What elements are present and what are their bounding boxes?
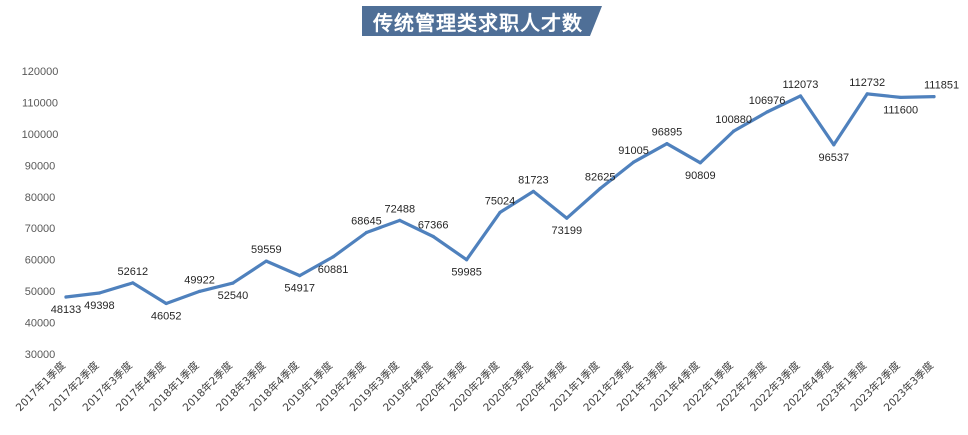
data-point [698,161,702,165]
data-label: 106976 [749,95,786,107]
data-label: 59559 [251,244,282,256]
y-tick-label: 30000 [25,349,56,361]
data-label: 46052 [151,311,182,323]
y-tick-label: 100000 [22,129,59,141]
data-label: 49398 [84,300,115,312]
data-point [465,258,469,262]
y-tick-label: 50000 [25,286,56,298]
data-point [598,186,602,191]
y-tick-label: 110000 [22,97,58,109]
data-point [231,281,235,285]
data-label: 82625 [585,172,616,184]
data-point [498,210,502,215]
data-point [899,95,903,100]
data-point [665,142,669,146]
data-point [531,189,535,193]
data-label: 96895 [652,127,683,139]
data-label: 48133 [51,304,82,316]
y-tick-label: 80000 [25,192,56,204]
data-point [197,289,202,293]
data-label: 111600 [883,104,918,116]
data-label: 96537 [819,152,850,164]
data-point [298,274,302,278]
data-label: 54917 [284,283,315,295]
data-label: 112732 [849,77,885,89]
chart-title: 传统管理类求职人才数 [373,10,583,35]
data-label: 75024 [485,195,516,207]
data-point [64,295,68,299]
chart-title-banner: 传统管理类求职人才数 [362,6,602,36]
data-point [364,230,369,235]
y-tick-label: 90000 [25,160,56,172]
data-point [131,281,135,285]
data-label: 67366 [418,220,449,232]
data-point [765,110,769,114]
data-label: 73199 [551,225,582,237]
data-point [264,259,268,263]
data-point [164,301,168,306]
data-point [431,234,435,239]
data-label: 59985 [451,267,482,279]
data-label: 90809 [685,170,716,182]
data-point [565,216,569,220]
data-point [631,160,636,164]
data-point [865,92,869,96]
y-tick-label: 70000 [25,223,56,235]
data-label: 81723 [518,174,549,186]
y-tick-label: 60000 [25,255,56,267]
data-label: 52612 [117,266,148,278]
data-label: 100880 [715,114,752,126]
data-point [798,94,803,98]
data-label: 112073 [783,79,819,91]
data-point [331,255,335,259]
data-point [832,143,836,147]
data-label: 111851 [924,80,959,92]
y-tick-label: 120000 [22,66,59,78]
data-label: 68645 [351,215,382,227]
data-label: 49922 [184,274,215,286]
data-point [732,129,736,133]
data-label: 60881 [318,264,349,276]
data-point [932,95,936,99]
data-point [97,291,101,295]
data-label: 91005 [618,145,649,157]
data-label: 72488 [385,203,416,215]
data-label: 52540 [218,290,249,302]
y-tick-label: 40000 [25,318,56,330]
data-point [398,218,402,222]
